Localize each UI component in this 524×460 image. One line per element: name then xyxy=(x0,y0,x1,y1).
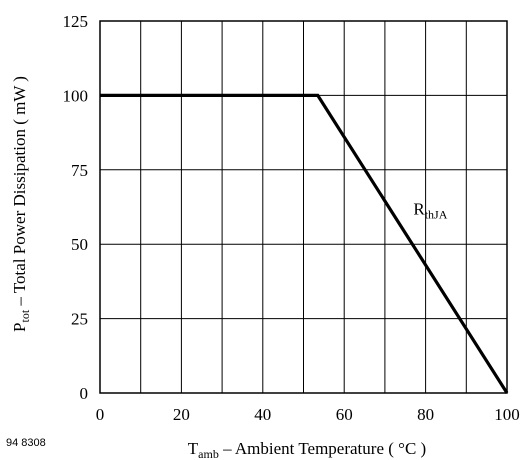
x-tick-label: 60 xyxy=(336,405,353,424)
x-axis-label-subscript: amb xyxy=(198,447,219,460)
y-tick-label: 0 xyxy=(80,384,89,403)
x-axis-label-rest: – Ambient Temperature ( °C ) xyxy=(219,439,426,458)
y-axis-label: Ptot – Total Power Dissipation ( mW ) xyxy=(10,76,32,332)
y-tick-label: 25 xyxy=(71,310,88,329)
y-axis-label-main: P xyxy=(10,323,29,332)
x-axis-label: Tamb – Ambient Temperature ( °C ) xyxy=(188,439,426,460)
y-tick-label: 75 xyxy=(71,161,88,180)
annotation-rthja: RthJA xyxy=(413,199,447,221)
annotation-subscript: thJA xyxy=(425,207,448,221)
y-axis-label-subscript: tot xyxy=(18,309,32,322)
y-tick-label: 50 xyxy=(71,235,88,254)
x-axis-label-main: T xyxy=(188,439,199,458)
series-line xyxy=(100,93,509,394)
figure-number: 94 8308 xyxy=(6,437,46,449)
x-tick-label: 100 xyxy=(494,405,520,424)
x-tick-label: 40 xyxy=(254,405,271,424)
x-tick-labels: 0 20 40 60 80 100 xyxy=(96,405,520,424)
y-tick-labels: 0 25 50 75 100 125 xyxy=(63,12,89,403)
x-tick-label: 0 xyxy=(96,405,105,424)
series-layer xyxy=(100,93,509,394)
y-tick-label: 100 xyxy=(63,86,89,105)
x-tick-label: 20 xyxy=(173,405,190,424)
plot-frame xyxy=(99,20,508,394)
x-tick-label: 80 xyxy=(417,405,434,424)
annotation-main: R xyxy=(413,199,425,218)
y-tick-label: 125 xyxy=(63,12,89,31)
y-axis-label-rest: – Total Power Dissipation ( mW ) xyxy=(10,76,29,310)
